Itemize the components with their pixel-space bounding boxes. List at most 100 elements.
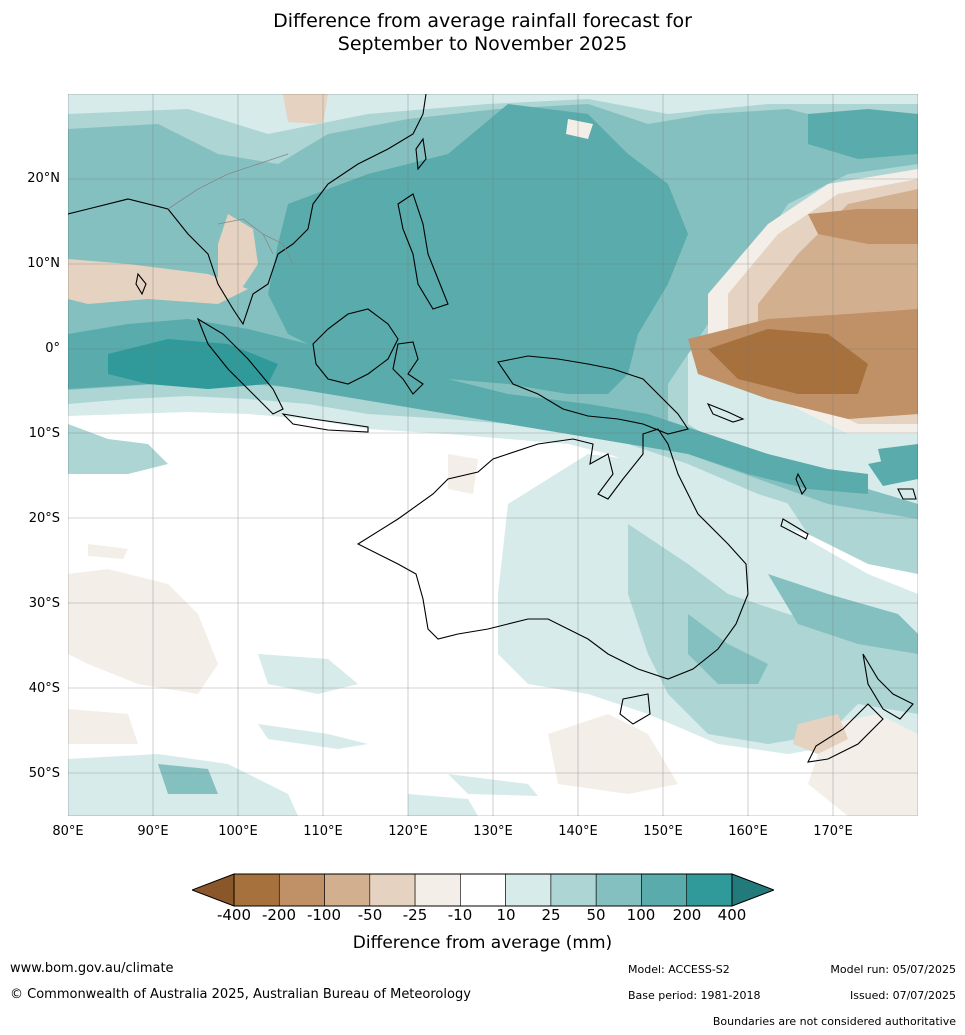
colorbar-outline: [233, 873, 733, 907]
colorbar: [192, 873, 774, 907]
lon-label-120e: 120°E: [388, 824, 428, 839]
lon-label-160e: 160°E: [728, 824, 768, 839]
lat-label-10s: 10°S: [28, 426, 60, 441]
coast-vanuatu: [795, 472, 807, 496]
coast-fiji: [897, 488, 917, 500]
coast-taiwan: [415, 137, 427, 171]
colorbar-segment-9: [641, 873, 688, 907]
dry-patch-indian-ocean-2: [88, 544, 128, 559]
map-svg: [68, 94, 918, 816]
lat-label-0: 0°: [45, 341, 60, 356]
wet-region-south-4: [408, 794, 478, 816]
coast-new-guinea: [497, 355, 689, 435]
dry-band-100-200: [808, 209, 918, 244]
title-line-1: Difference from average rainfall forecas…: [273, 10, 692, 32]
wet-region-core-north: [268, 104, 688, 394]
colorbar-segment-5: [460, 873, 506, 907]
lon-label-130e: 130°E: [473, 824, 513, 839]
colorbar-tick-11: 400: [717, 906, 747, 924]
lat-label-50s: 50°S: [28, 766, 60, 781]
dry-patches: [68, 94, 918, 816]
lon-label-140e: 140°E: [558, 824, 598, 839]
colorbar-segment-4: [414, 873, 461, 907]
wet-region-south-1: [258, 654, 358, 694]
coast-sulawesi: [392, 341, 424, 395]
footer-model: Model: ACCESS-S2: [628, 963, 730, 976]
map-title: Difference from average rainfall forecas…: [0, 10, 965, 56]
dry-patch-tasman: [548, 714, 678, 794]
coast-philippines: [397, 193, 449, 310]
lon-label-170e: 170°E: [813, 824, 853, 839]
wet-region-south-3: [258, 724, 368, 749]
colorbar-under-triangle: [192, 873, 235, 907]
colorbar-tick-5: -10: [447, 906, 473, 924]
wet-region-northeast: [808, 109, 918, 159]
footer-copyright: © Commonwealth of Australia 2025, Austra…: [10, 987, 471, 1002]
graticule: [68, 94, 918, 816]
footer-issued: Issued: 07/07/2025: [849, 989, 956, 1002]
colorbar-segment-2: [324, 873, 371, 907]
footer-website[interactable]: www.bom.gov.au/climate: [10, 961, 174, 976]
coastlines: [68, 94, 917, 763]
colorbar-tick-6: 10: [496, 906, 516, 924]
colorbar-tick-1: -200: [261, 906, 297, 924]
lon-label-150e: 150°E: [643, 824, 683, 839]
wet-region-east-australia-2: [628, 524, 918, 744]
colorbar-segment-8: [595, 873, 642, 907]
lat-label-20n: 20°N: [27, 171, 60, 186]
colorbar-tick-4: -25: [402, 906, 428, 924]
lon-label-110e: 110°E: [303, 824, 343, 839]
colorbar-tick-0: -400: [216, 906, 252, 924]
coast-tasmania: [619, 693, 651, 725]
rainfall-anomaly-map: [68, 94, 918, 816]
footer-disclaimer: Boundaries are not considered authoritat…: [712, 1015, 956, 1028]
dry-patch-china: [283, 94, 328, 124]
colorbar-tick-2: -100: [306, 906, 342, 924]
coast-new-caledonia: [780, 518, 809, 540]
coast-solomons: [706, 402, 745, 423]
lon-label-100e: 100°E: [218, 824, 258, 839]
dry-patch-indian-ocean-4: [68, 709, 138, 744]
coast-new-zealand-south: [807, 703, 884, 763]
lat-label-10n: 10°N: [27, 256, 60, 271]
coast-borneo: [312, 308, 399, 385]
dry-patch-kimberley: [448, 454, 478, 494]
country-boundaries: [167, 153, 294, 265]
colorbar-tick-3: -50: [357, 906, 383, 924]
coast-sumatra: [196, 317, 284, 415]
dry-patch-north-pacific: [566, 119, 593, 139]
dry-patch-bay-of-bengal: [68, 259, 248, 304]
colorbar-segment-6: [505, 873, 552, 907]
coast-mainland-asia: [68, 94, 427, 326]
colorbar-tick-7: 25: [541, 906, 561, 924]
lat-label-20s: 20°S: [28, 511, 60, 526]
colorbar-segments: [233, 873, 733, 907]
colorbar-segment-7: [550, 873, 597, 907]
lon-label-90e: 90°E: [137, 824, 169, 839]
colorbar-tick-9: 100: [626, 906, 656, 924]
wet-region-coral-sea: [768, 474, 918, 574]
title-line-2: September to November 2025: [337, 33, 628, 55]
coast-new-zealand-north: [862, 653, 914, 720]
colorbar-segment-10: [686, 873, 733, 907]
wet-region-pacific: [878, 444, 918, 474]
dry-patch-new-zealand: [793, 714, 848, 754]
colorbar-segment-1: [278, 873, 325, 907]
coast-australia: [356, 428, 749, 680]
colorbar-tick-10: 200: [672, 906, 702, 924]
coast-java: [281, 413, 369, 433]
colorbar-segment-0: [233, 873, 280, 907]
lat-label-40s: 40°S: [28, 681, 60, 696]
wet-region-south-pacific: [768, 574, 918, 654]
colorbar-tick-8: 50: [586, 906, 606, 924]
colorbar-over-triangle: [731, 873, 774, 907]
coast-sri-lanka: [135, 272, 147, 296]
footer-base-period: Base period: 1981-2018: [628, 989, 761, 1002]
colorbar-segment-3: [369, 873, 416, 907]
colorbar-title: Difference from average (mm): [352, 933, 613, 953]
footer-model-run: Model run: 05/07/2025: [830, 963, 956, 976]
wet-region-indian-ocean-west: [68, 424, 168, 474]
dry-region-pacific: [688, 169, 918, 434]
lat-label-30s: 30°S: [28, 596, 60, 611]
wet-region-south-indian: [158, 764, 218, 794]
